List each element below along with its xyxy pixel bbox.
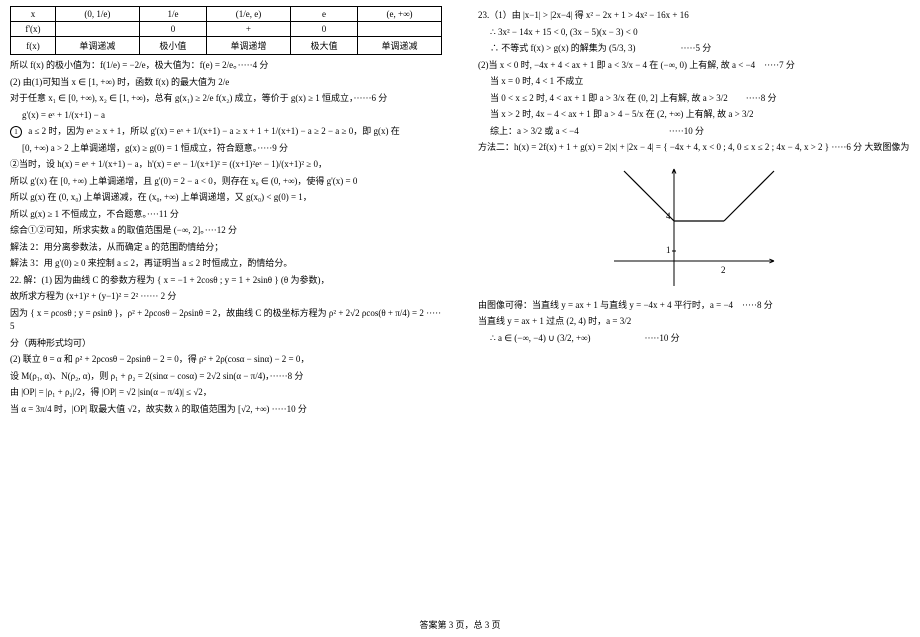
circled-1-icon: 1 — [10, 126, 22, 138]
equiv-line: 对于任意 x₁ ∈ [0, +∞), x₂ ∈ [1, +∞)，总有 g(x₁)… — [10, 92, 442, 106]
q22-part2: (2) 联立 θ = α 和 ρ² + 2ρcosθ − 2ρsinθ − 2 … — [10, 353, 442, 367]
part2-start: (2) 由(1)可知当 x ∈ [1, +∞) 时，函数 f(x) 的最大值为 … — [10, 76, 442, 90]
r2c1: 单调递减 — [55, 37, 139, 55]
q23-2-gt2: 当 x > 2 时, 4x − 4 < ax + 1 即 a > 4 − 5/x… — [478, 108, 910, 122]
q22-max: 当 α = 3π/4 时，|OP| 取最大值 √2，故实数 λ 的取值范围为 [… — [10, 403, 442, 417]
case2-mono: 所以 g'(x) 在 [0, +∞) 上单调递增，且 g'(0) = 2 − a… — [10, 175, 442, 189]
row1-h: f'(x) — [11, 22, 56, 37]
case1: 1 a ≤ 2 时，因为 eˣ ≥ x + 1，所以 g'(x) = eˣ + … — [10, 125, 442, 139]
q22-circle: 故所求方程为 (x+1)² + (y−1)² = 2² ······ 2 分 — [10, 290, 442, 304]
table-row-head: x (0, 1/e) 1/e (1/e, e) e (e, +∞) — [11, 7, 442, 22]
q23-method2: 方法二：h(x) = 2f(x) + 1 + g(x) = 2|x| + |2x… — [478, 141, 910, 155]
th-int3: (e, +∞) — [358, 7, 442, 22]
q23-2-int: 当 0 < x ≤ 2 时, 4 < ax + 1 即 a > 3/x 在 (0… — [478, 92, 910, 106]
th-x: x — [11, 7, 56, 22]
q23-sol-set: ∴ 不等式 f(x) > g(x) 的解集为 (5/3, 3) ·····5 分 — [478, 42, 910, 56]
extrema-line: 所以 f(x) 的极小值为：f(1/e) = −2/e，极大值为：f(e) = … — [10, 59, 442, 73]
function-analysis-table: x (0, 1/e) 1/e (1/e, e) e (e, +∞) f'(x) … — [10, 6, 442, 55]
th-int2: (1/e, e) — [207, 7, 291, 22]
case2-h: ②当时，设 h(x) = eˣ + 1/(x+1) − a，h'(x) = eˣ… — [10, 158, 442, 172]
case1-text: a ≤ 2 时，因为 eˣ ≥ x + 1，所以 g'(x) = eˣ + 1/… — [28, 126, 399, 136]
r1c2: 0 — [139, 22, 206, 37]
table-row-fprime: f'(x) 0 + 0 — [11, 22, 442, 37]
q23-graph-parallel: 由图像可得：当直线 y = ax + 1 与直线 y = −4x + 4 平行时… — [478, 299, 910, 313]
r1c3: + — [207, 22, 291, 37]
q23-1: 23.（1）由 |x−1| > |2x−4| 得 x² − 2x + 1 > 4… — [478, 9, 910, 23]
r2c3: 单调递增 — [207, 37, 291, 55]
th-v2: e — [290, 7, 357, 22]
svg-text:2: 2 — [721, 265, 726, 275]
q23-fact: ∴ 3x² − 14x + 15 < 0, (3x − 5)(x − 3) < … — [478, 26, 910, 40]
r1c1 — [55, 22, 139, 37]
q22-start: 22. 解：(1) 因为曲线 C 的参数方程为 { x = −1 + 2cosθ… — [10, 274, 442, 288]
r1c4: 0 — [290, 22, 357, 37]
case2-dec: 所以 g(x) 在 (0, x₀) 上单调递减，在 (x₀, +∞) 上单调递增… — [10, 191, 442, 205]
r2c4: 极大值 — [290, 37, 357, 55]
method3: 解法 3：用 g'(0) ≥ 0 来控制 a ≤ 2，再证明当 a ≤ 2 时恒… — [10, 257, 442, 271]
left-column: x (0, 1/e) 1/e (1/e, e) e (e, +∞) f'(x) … — [0, 0, 460, 637]
q23-final: ∴ a ∈ (−∞, −4) ∪ (3/2, +∞) ·····10 分 — [478, 332, 910, 346]
r2c5: 单调递减 — [358, 37, 442, 55]
piecewise-graph: 4 1 2 — [478, 161, 910, 293]
q23-graph-point: 当直线 y = ax + 1 过点 (2, 4) 时，a = 3/2 — [478, 315, 910, 329]
q22-polar-note: 分（两种形式均可） — [10, 337, 442, 351]
q22-mn: 设 M(ρ₁, α)、N(ρ₂, α)，则 ρ₁ + ρ₂ = 2(sinα −… — [10, 370, 442, 384]
case1-cont: [0, +∞) a > 2 上单调递增，g(x) ≥ g(0) = 1 恒成立，… — [10, 142, 442, 156]
table-row-f: f(x) 单调递减 极小值 单调递增 极大值 单调递减 — [11, 37, 442, 55]
graph-svg: 4 1 2 — [604, 161, 784, 291]
right-column: 23.（1）由 |x−1| > |2x−4| 得 x² − 2x + 1 > 4… — [460, 0, 920, 637]
gprime-formula: g'(x) = eˣ + 1/(x+1) − a — [10, 109, 442, 123]
th-int1: (0, 1/e) — [55, 7, 139, 22]
th-v1: 1/e — [139, 7, 206, 22]
case2-fail: 所以 g(x) ≥ 1 不恒成立，不合题意。····11 分 — [10, 208, 442, 222]
svg-text:4: 4 — [666, 211, 671, 221]
q22-polar: 因为 { x = ρcosθ ; y = ρsinθ }，ρ² + 2ρcosθ… — [10, 307, 442, 334]
row2-h: f(x) — [11, 37, 56, 55]
page-footer: 答案第 3 页，总 3 页 — [0, 618, 920, 631]
conclusion: 综合①②可知，所求实数 a 的取值范围是 (−∞, 2]。····12 分 — [10, 224, 442, 238]
method2: 解法 2：用分离参数法，从而确定 a 的范围酌情给分； — [10, 241, 442, 255]
q23-2-sum: 综上：a > 3/2 或 a < −4 ·····10 分 — [478, 125, 910, 139]
q22-op: 由 |OP| = |ρ₁ + ρ₂|/2，得 |OP| = √2 |sin(α … — [10, 386, 442, 400]
q23-2-zero: 当 x = 0 时, 4 < 1 不成立 — [478, 75, 910, 89]
r2c2: 极小值 — [139, 37, 206, 55]
r1c5 — [358, 22, 442, 37]
svg-text:1: 1 — [666, 245, 671, 255]
q23-2-neg: (2)当 x < 0 时, −4x + 4 < ax + 1 即 a < 3/x… — [478, 59, 910, 73]
